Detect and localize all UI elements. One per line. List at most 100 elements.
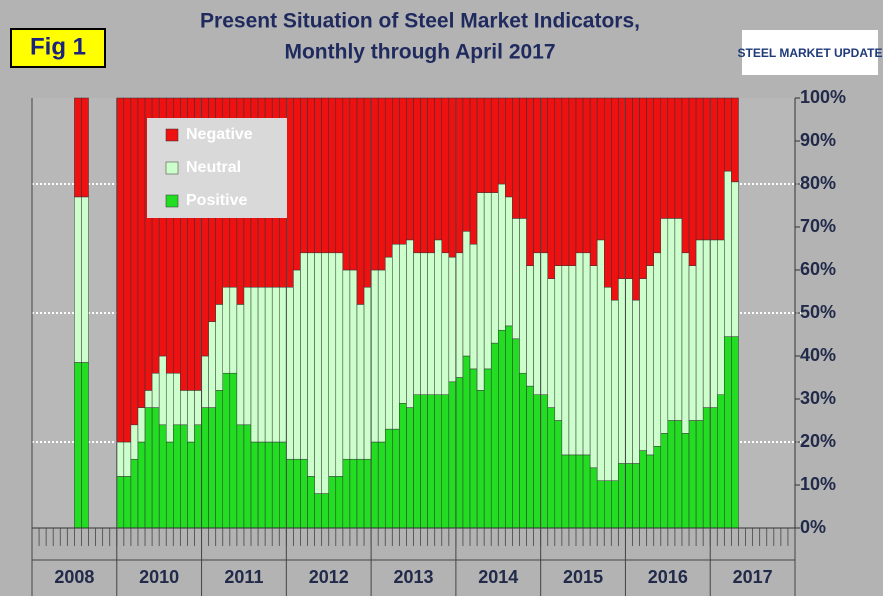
- bar-segment: [321, 493, 329, 529]
- x-tick-label: 2011: [224, 567, 263, 587]
- bar-segment: [243, 286, 252, 426]
- y-tick-label: 90%: [800, 130, 836, 150]
- bar-segment: [505, 97, 513, 198]
- bar-segment: [144, 390, 153, 408]
- bar-segment: [201, 407, 209, 529]
- bar-segment: [144, 407, 153, 529]
- bar-segment: [632, 463, 640, 529]
- bar-segment: [625, 278, 633, 464]
- bar-segment: [328, 476, 337, 529]
- bar-segment: [632, 299, 640, 464]
- bar-segment: [165, 372, 174, 443]
- bar-segment: [130, 97, 139, 426]
- bar-segment: [434, 97, 443, 241]
- bar-segment: [731, 97, 739, 183]
- bar-segment: [187, 441, 195, 529]
- bar-segment: [490, 192, 499, 344]
- bar-segment: [151, 407, 160, 529]
- bar-segment: [575, 454, 584, 529]
- bar-segment: [512, 97, 520, 219]
- bar-segment: [377, 97, 386, 271]
- bar-segment: [413, 394, 421, 529]
- bar-segment: [286, 97, 294, 288]
- bar-segment: [702, 239, 711, 408]
- bar-segment: [717, 239, 725, 395]
- bar-segment: [208, 321, 216, 408]
- bar-segment: [363, 97, 372, 288]
- bar-segment: [392, 243, 400, 430]
- bar-segment: [618, 278, 626, 464]
- bar-segment: [293, 97, 301, 271]
- bar-segment: [243, 424, 252, 529]
- bar-segment: [688, 420, 697, 529]
- bar-segment: [512, 218, 520, 340]
- bar-segment: [554, 265, 563, 421]
- bar-segment: [286, 458, 294, 529]
- bar-segment: [335, 97, 344, 254]
- bar-segment: [660, 433, 669, 529]
- bar-segment: [363, 286, 372, 460]
- bar-segment: [307, 97, 315, 254]
- bar-segment: [406, 239, 414, 408]
- bar-segment: [702, 407, 711, 529]
- bar-segment: [469, 368, 478, 529]
- bar-segment: [392, 97, 400, 245]
- legend-label: Positive: [186, 192, 247, 209]
- bar-segment: [505, 325, 513, 529]
- bar-segment: [279, 286, 287, 443]
- chart-subtitle: Monthly through April 2017: [284, 41, 555, 64]
- bar-segment: [660, 218, 669, 434]
- bar-segment: [180, 424, 188, 529]
- bar-segment: [314, 97, 322, 254]
- bar-segment: [370, 97, 379, 271]
- bar-segment: [448, 97, 457, 258]
- bar-segment: [724, 336, 732, 529]
- bar-segment: [604, 480, 612, 529]
- bar-segment: [709, 239, 718, 408]
- bar-segment: [519, 372, 527, 529]
- bar-segment: [427, 97, 435, 254]
- bar-segment: [561, 265, 570, 456]
- bar-segment: [618, 463, 626, 529]
- bar-segment: [582, 252, 591, 456]
- bar-segment: [462, 97, 471, 232]
- bar-segment: [540, 394, 548, 529]
- y-tick-label: 80%: [800, 173, 836, 193]
- bar-segment: [695, 420, 704, 529]
- bar-segment: [476, 390, 485, 529]
- bar-segment: [611, 480, 619, 529]
- bar-segment: [717, 97, 725, 241]
- bar-segment: [406, 97, 414, 241]
- bar-segment: [420, 252, 428, 395]
- bar-segment: [264, 286, 273, 443]
- bar-segment: [596, 239, 605, 481]
- bar-segment: [589, 97, 598, 266]
- bar-segment: [222, 372, 231, 529]
- bar-segment: [533, 252, 541, 395]
- bar-segment: [667, 420, 676, 529]
- bar-segment: [575, 97, 584, 254]
- bar-segment: [370, 269, 379, 443]
- bar-segment: [568, 265, 577, 456]
- x-tick-label: 2008: [54, 567, 94, 587]
- bar-segment: [589, 265, 598, 469]
- bar-segment: [717, 394, 725, 529]
- y-tick-label: 50%: [800, 302, 836, 322]
- bar-segment: [130, 424, 139, 460]
- bar-segment: [307, 252, 315, 477]
- bar-segment: [695, 239, 704, 421]
- bar-segment: [448, 256, 457, 383]
- bar-segment: [257, 286, 266, 443]
- bar-segment: [300, 97, 308, 254]
- bar-segment: [681, 252, 690, 434]
- bar-segment: [74, 97, 82, 198]
- bar-segment: [399, 97, 407, 245]
- bar-segment: [81, 196, 89, 363]
- bar-segment: [533, 394, 541, 529]
- bar-segment: [568, 454, 577, 529]
- bar-segment: [533, 97, 541, 254]
- bar-segment: [646, 454, 654, 529]
- bar-segment: [384, 256, 393, 430]
- bar-segment: [688, 97, 697, 266]
- bar-segment: [158, 355, 167, 426]
